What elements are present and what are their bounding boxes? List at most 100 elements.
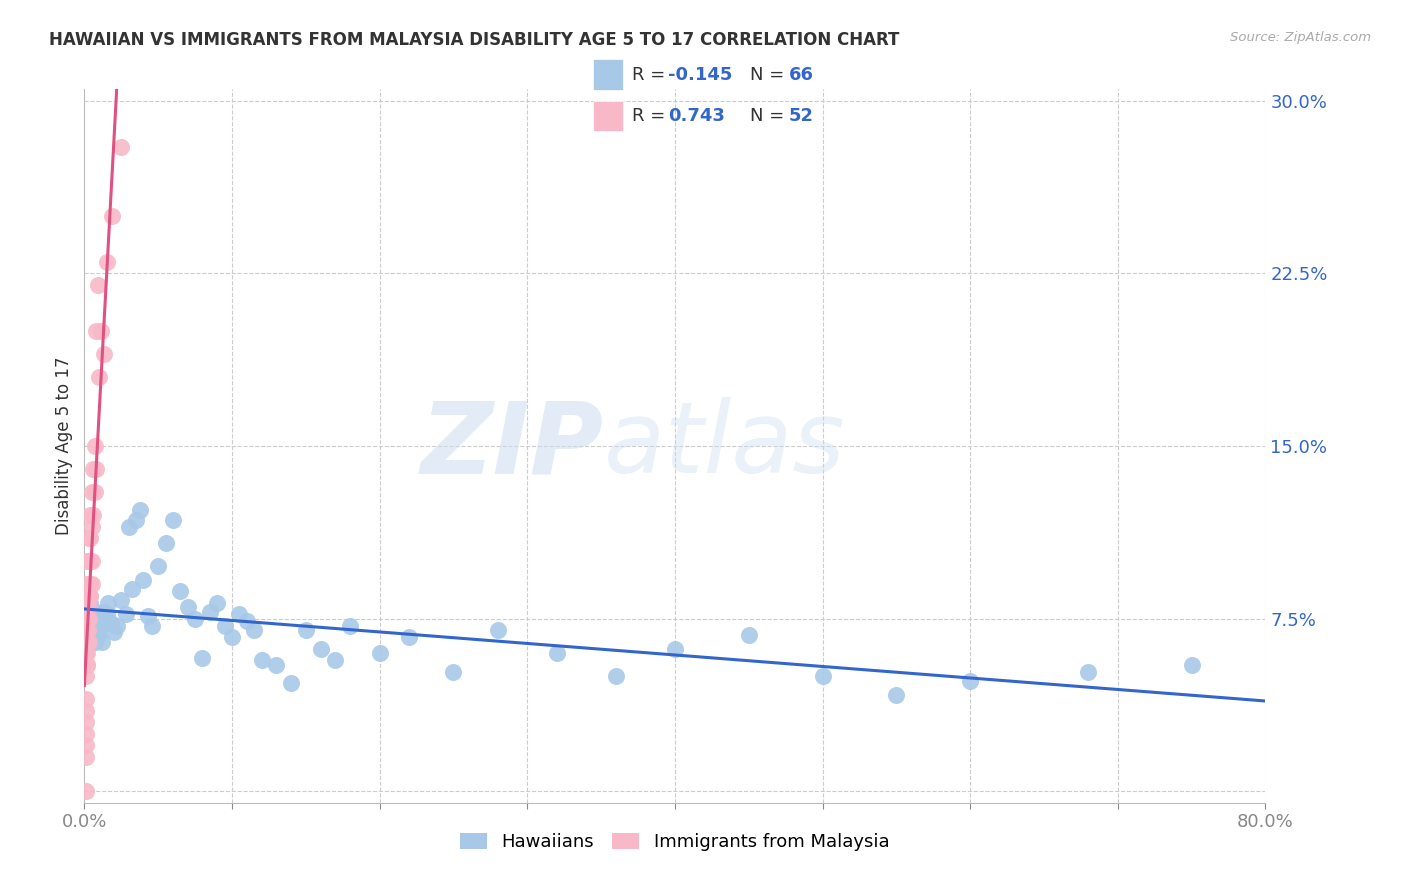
Point	[83, 621, 105, 635]
Point	[79, 508, 101, 522]
Point	[1181, 657, 1204, 672]
Point	[84, 462, 107, 476]
Point	[87, 621, 111, 635]
Point	[75, 704, 97, 718]
Text: 0.743: 0.743	[668, 107, 725, 125]
Point	[79, 628, 101, 642]
Point	[959, 673, 981, 688]
Point	[79, 554, 101, 568]
Point	[79, 531, 101, 545]
Point	[77, 634, 100, 648]
Point	[77, 577, 100, 591]
Legend: Hawaiians, Immigrants from Malaysia: Hawaiians, Immigrants from Malaysia	[453, 825, 897, 858]
Point	[75, 784, 97, 798]
Point	[77, 600, 100, 615]
Point	[80, 554, 103, 568]
Point	[76, 577, 98, 591]
Point	[75, 657, 97, 672]
Text: HAWAIIAN VS IMMIGRANTS FROM MALAYSIA DISABILITY AGE 5 TO 17 CORRELATION CHART: HAWAIIAN VS IMMIGRANTS FROM MALAYSIA DIS…	[49, 31, 900, 49]
Point	[605, 669, 627, 683]
Point	[309, 641, 332, 656]
Point	[443, 665, 465, 679]
Point	[243, 623, 266, 637]
Point	[83, 634, 105, 648]
Text: 52: 52	[789, 107, 814, 125]
Point	[82, 462, 104, 476]
Point	[75, 669, 97, 683]
Point	[191, 650, 214, 665]
Point	[96, 607, 118, 621]
Point	[80, 634, 103, 648]
Point	[141, 618, 163, 632]
Point	[93, 347, 115, 361]
Point	[86, 277, 108, 292]
Point	[93, 605, 115, 619]
Point	[486, 623, 509, 637]
Point	[105, 618, 128, 632]
Point	[82, 625, 104, 640]
Point	[129, 503, 152, 517]
Point	[90, 616, 112, 631]
Point	[398, 630, 420, 644]
Point	[77, 612, 100, 626]
FancyBboxPatch shape	[592, 101, 623, 131]
Text: R =: R =	[631, 66, 671, 84]
Text: R =: R =	[631, 107, 676, 125]
Point	[96, 255, 118, 269]
Point	[198, 605, 221, 619]
Point	[132, 573, 155, 587]
Point	[79, 595, 101, 609]
Point	[75, 646, 97, 660]
Point	[76, 657, 98, 672]
Point	[114, 607, 136, 621]
Point	[76, 657, 98, 672]
Point	[162, 513, 184, 527]
Point	[83, 485, 105, 500]
Text: ZIP: ZIP	[420, 398, 605, 494]
Point	[80, 485, 103, 500]
Point	[77, 531, 100, 545]
Point	[76, 612, 98, 626]
Point	[76, 646, 98, 660]
Text: N =: N =	[749, 107, 790, 125]
Point	[1077, 665, 1099, 679]
Point	[75, 715, 97, 730]
Point	[250, 653, 273, 667]
Point	[77, 612, 100, 626]
Point	[339, 618, 361, 632]
Point	[76, 634, 98, 648]
FancyBboxPatch shape	[592, 60, 623, 90]
Point	[325, 653, 347, 667]
Point	[79, 577, 101, 591]
Point	[221, 630, 243, 644]
Point	[77, 612, 100, 626]
Point	[177, 600, 200, 615]
Point	[101, 209, 124, 223]
Point	[77, 554, 100, 568]
Point	[738, 628, 761, 642]
Point	[280, 676, 302, 690]
Text: N =: N =	[749, 66, 790, 84]
Point	[86, 612, 108, 626]
Point	[77, 589, 100, 603]
Point	[236, 614, 259, 628]
Point	[82, 609, 104, 624]
Text: Source: ZipAtlas.com: Source: ZipAtlas.com	[1230, 31, 1371, 45]
Point	[80, 577, 103, 591]
Point	[125, 513, 148, 527]
Point	[121, 582, 143, 596]
Text: atlas: atlas	[605, 398, 845, 494]
Point	[82, 508, 104, 522]
Point	[87, 370, 111, 384]
Point	[148, 558, 170, 573]
Point	[86, 628, 108, 642]
Point	[136, 609, 159, 624]
Point	[169, 584, 191, 599]
Point	[76, 600, 98, 615]
Point	[214, 618, 236, 632]
Point	[84, 618, 107, 632]
Point	[76, 623, 98, 637]
Point	[79, 589, 101, 603]
Point	[76, 554, 98, 568]
Point	[103, 625, 125, 640]
